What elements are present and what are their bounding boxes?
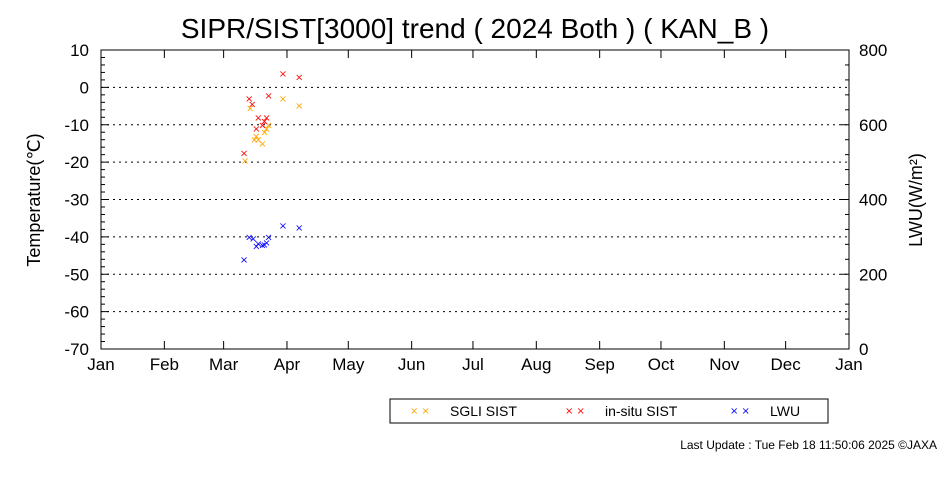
x-tick-label: Sep	[585, 355, 615, 374]
x-axis-ticks: Jan Feb Mar Apr May Jun Jul Aug Sep Oct Nov Dec Jan	[87, 50, 863, 374]
data-point-sgli-sist: ×	[246, 103, 254, 114]
legend-marker-sgli-sist: × ×	[410, 406, 430, 417]
legend-marker-lwu: × ×	[730, 406, 750, 417]
legend-label-in-situ-sist: in-situ SIST	[605, 403, 678, 419]
x-tick-label: Oct	[648, 355, 675, 374]
x-tick-label: Dec	[771, 355, 802, 374]
data-point-sgli-sist: ×	[262, 124, 270, 135]
y2-tick-label: 0	[859, 340, 868, 359]
x-tick-label: Feb	[150, 355, 179, 374]
y-tick-label: 10	[70, 41, 89, 60]
y-tick-label: -70	[64, 340, 89, 359]
data-point-in-situ-sist: ×	[240, 148, 248, 159]
last-update-footer: Last Update : Tue Feb 18 11:50:06 2025 ©…	[680, 438, 937, 452]
data-point-in-situ-sist: ×	[295, 72, 303, 83]
y-tick-label: -40	[64, 228, 89, 247]
y-tick-label: -20	[64, 153, 89, 172]
legend-label-sgli-sist: SGLI SIST	[450, 403, 517, 419]
data-point-lwu: ×	[249, 234, 257, 245]
data-point-sgli-sist: ×	[260, 128, 268, 139]
data-point-in-situ-sist: ×	[264, 91, 272, 102]
y-tick-label: -50	[64, 265, 89, 284]
data-point-sgli-sist: ×	[254, 135, 262, 146]
data-point-sgli-sist: ×	[279, 94, 287, 105]
data-point-sgli-sist: ×	[252, 131, 260, 142]
x-tick-label: Jan	[87, 355, 114, 374]
data-point-in-situ-sist: ×	[248, 100, 256, 111]
data-point-lwu: ×	[279, 221, 287, 232]
data-marks: ××××××××××××××××××××× ××××××××××× ×	[240, 69, 304, 266]
x-tick-label: May	[332, 355, 365, 374]
legend: × × SGLI SIST × × in-situ SIST × × LWU	[389, 398, 829, 424]
x-tick-label: Jan	[835, 355, 862, 374]
grid-lines	[101, 86, 849, 313]
chart-title: SIPR/SIST[3000] trend ( 2024 Both ) ( KA…	[181, 13, 769, 44]
y-axis-ticks: 10 0 -10 -20 -30 -40 -50 -60 -70	[64, 41, 109, 359]
y2-axis-ticks: 800 600 400 200 0	[841, 41, 887, 359]
data-point-in-situ-sist: ×	[262, 113, 270, 124]
y2-axis-label: LWU(W/m²)	[906, 153, 926, 247]
data-point-in-situ-sist: ×	[245, 94, 253, 105]
data-point-sgli-sist: ×	[241, 156, 249, 167]
data-point-in-situ-sist: ×	[260, 117, 268, 128]
data-point-in-situ-sist: ×	[279, 69, 287, 80]
data-point-lwu: ×	[260, 240, 268, 251]
x-tick-label: Nov	[709, 355, 740, 374]
data-point-in-situ-sist: ×	[258, 120, 266, 131]
y-tick-label: -30	[64, 191, 89, 210]
data-point-sgli-sist: ×	[258, 139, 266, 150]
data-point-in-situ-sist: ×	[254, 113, 262, 124]
data-point-in-situ-sist: ×	[252, 124, 260, 135]
y-tick-label: 0	[80, 78, 89, 97]
data-point-lwu: ×	[295, 223, 303, 234]
data-point-sgli-sist: ×	[264, 120, 272, 131]
y2-tick-label: 400	[859, 191, 887, 210]
data-point-lwu: ×	[240, 255, 248, 266]
data-point-sgli-sist: ×	[250, 135, 258, 146]
y-axis-label: Temperature(℃)	[24, 133, 44, 266]
data-point-lwu: ×	[264, 232, 272, 243]
legend-marker-in-situ-sist: × ×	[565, 406, 585, 417]
y-tick-label: -10	[64, 116, 89, 135]
x-tick-label: Aug	[521, 355, 551, 374]
x-tick-label: Jul	[462, 355, 484, 374]
x-tick-label: Jun	[398, 355, 425, 374]
y2-tick-label: 600	[859, 116, 887, 135]
y2-tick-label: 200	[859, 265, 887, 284]
data-point-lwu: ×	[252, 242, 260, 253]
y-tick-label: -60	[64, 303, 89, 322]
data-point-lwu: ×	[262, 238, 270, 249]
legend-label-lwu: LWU	[770, 403, 800, 419]
data-point-lwu: ×	[258, 241, 266, 252]
legend-box	[389, 398, 829, 424]
data-point-sgli-sist: ×	[295, 101, 303, 112]
data-point-lwu: ×	[254, 239, 262, 250]
x-tick-label: Apr	[274, 355, 301, 374]
x-tick-label: Mar	[209, 355, 239, 374]
y2-tick-label: 800	[859, 41, 887, 60]
data-point-lwu: ×	[245, 232, 253, 243]
